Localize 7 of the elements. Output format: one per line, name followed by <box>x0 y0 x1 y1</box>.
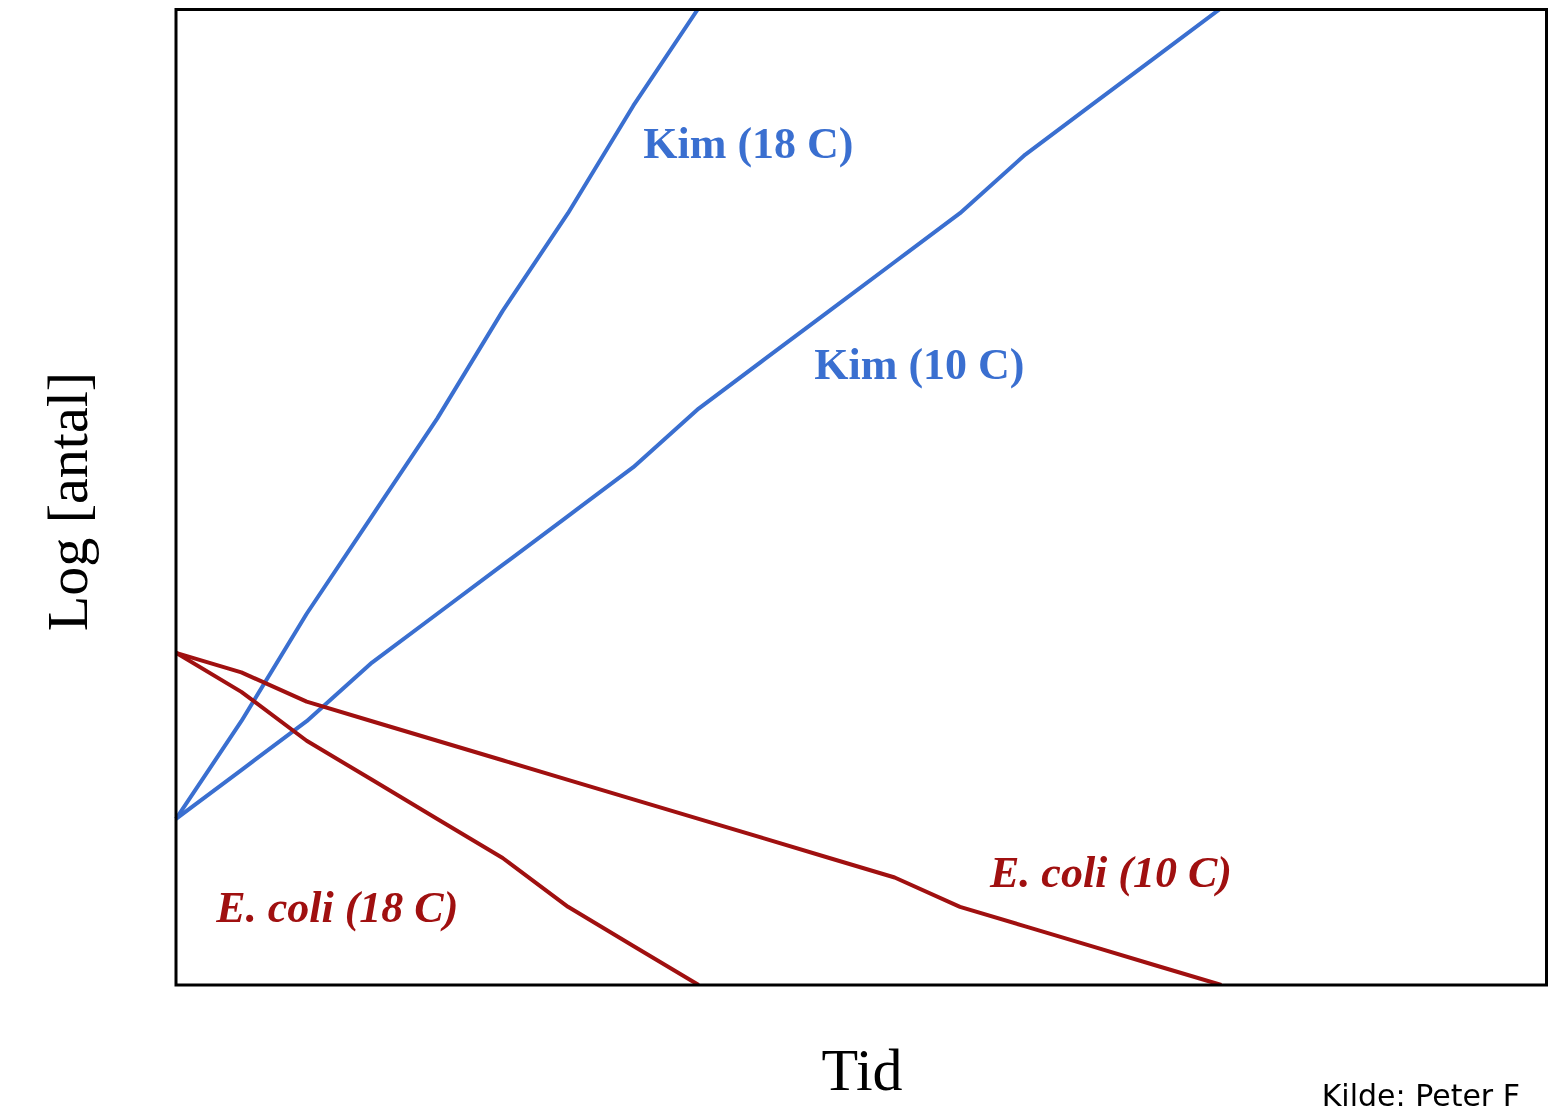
series-label: Kim (18 C) <box>643 118 854 168</box>
x-axis-title: Tid <box>821 1037 903 1103</box>
series-label: E. coli (10 C) <box>989 847 1232 897</box>
series-label: Kim (10 C) <box>814 339 1025 389</box>
y-axis-title: Log [antal] <box>34 371 102 632</box>
text: Kilde: Peter F <box>1321 1078 1520 1113</box>
series-label: E. coli (18 C) <box>215 882 459 932</box>
